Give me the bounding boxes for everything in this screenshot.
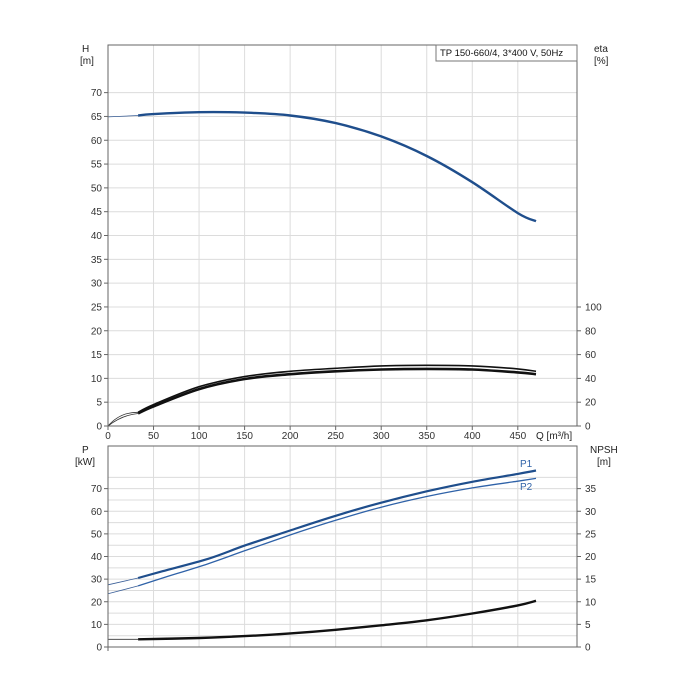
h-tick-label: 60 (91, 136, 103, 147)
npsh-tick-label: 10 (585, 597, 597, 608)
h-tick-label: 10 (91, 374, 103, 385)
x-tick-label: 0 (105, 431, 111, 442)
head-curve-extension (107, 115, 139, 118)
p-tick-label: 0 (96, 643, 102, 654)
h-tick-label: 25 (91, 302, 103, 313)
p-tick-label: 70 (91, 484, 103, 495)
power-axis-unit: [kW] (75, 457, 95, 468)
p1-curve (137, 469, 537, 580)
h-tick-label: 40 (91, 231, 103, 242)
npsh-tick-label: 5 (585, 620, 591, 631)
p-tick-label: 10 (91, 620, 103, 631)
power-axis-label: P (82, 445, 89, 456)
p-tick-label: 30 (91, 575, 103, 586)
npsh-tick-label: 20 (585, 552, 597, 563)
p2-curve-extension (107, 585, 139, 595)
x-tick-label: 100 (191, 431, 208, 442)
bottom-panel-frame (107, 445, 578, 648)
top-panel-frame (107, 44, 578, 427)
h-tick-label: 20 (91, 326, 103, 337)
x-tick-label: 50 (148, 431, 160, 442)
top-panel-curves (107, 110, 537, 427)
head-curve (137, 110, 537, 223)
tick-labels: 0 50 100 150 200 250 300 350 400 4500510152025303… (91, 88, 602, 653)
eta-tick-label: 100 (585, 303, 602, 314)
npsh-axis-unit: [m] (597, 457, 611, 468)
eta-axis-label: eta (594, 44, 608, 55)
x-tick-label: 150 (236, 431, 253, 442)
bottom-panel-curves (107, 469, 537, 641)
h-tick-label: 70 (91, 88, 103, 99)
h-tick-label: 15 (91, 350, 103, 361)
eta-tick-label: 20 (585, 398, 597, 409)
series-label-p2: P2 (520, 482, 533, 493)
npsh-tick-label: 15 (585, 575, 597, 586)
chart-title: TP 150-660/4, 3*400 V, 50Hz (440, 48, 563, 59)
efficiency-upper-curve (137, 364, 537, 414)
flow-axis-label: Q [m³/h] (536, 431, 572, 442)
h-tick-label: 65 (91, 112, 103, 123)
h-tick-label: 35 (91, 255, 103, 266)
p-tick-label: 50 (91, 529, 103, 540)
npsh-tick-label: 35 (585, 484, 597, 495)
h-tick-label: 55 (91, 160, 103, 171)
head-axis-unit: [m] (80, 56, 94, 67)
top-panel-grid (108, 45, 577, 426)
npsh-tick-label: 30 (585, 507, 597, 518)
eta-tick-label: 40 (585, 374, 597, 385)
x-tick-label: 400 (464, 431, 481, 442)
chart-title-box (435, 44, 578, 62)
eta-tick-label: 80 (585, 326, 597, 337)
npsh-curve (138, 599, 537, 641)
npsh-tick-label: 0 (585, 643, 591, 654)
p-tick-label: 60 (91, 507, 103, 518)
x-tick-label: 450 (509, 431, 526, 442)
series-label-p1: P1 (520, 459, 533, 470)
eta-axis-unit: [%] (594, 56, 609, 67)
h-tick-label: 5 (96, 398, 102, 409)
h-tick-label: 45 (91, 207, 103, 218)
p1-curve-extension (107, 577, 139, 586)
h-tick-label: 0 (96, 422, 102, 433)
p-tick-label: 20 (91, 597, 103, 608)
x-tick-label: 300 (373, 431, 390, 442)
x-tick-label: 200 (282, 431, 299, 442)
npsh-tick-label: 25 (585, 529, 597, 540)
efficiency-lower-curve (137, 367, 537, 415)
h-tick-label: 50 (91, 183, 103, 194)
efficiency-upper-extension (107, 411, 139, 427)
efficiency-lower-extension (107, 413, 139, 427)
p-tick-label: 40 (91, 552, 103, 563)
npsh-axis-label: NPSH (590, 445, 618, 456)
h-tick-label: 30 (91, 279, 103, 290)
x-tick-label: 350 (418, 431, 435, 442)
p2-curve (137, 477, 537, 587)
eta-tick-label: 60 (585, 350, 597, 361)
eta-tick-label: 0 (585, 422, 591, 433)
x-tick-label: 250 (327, 431, 344, 442)
head-axis-label: H (82, 44, 89, 55)
